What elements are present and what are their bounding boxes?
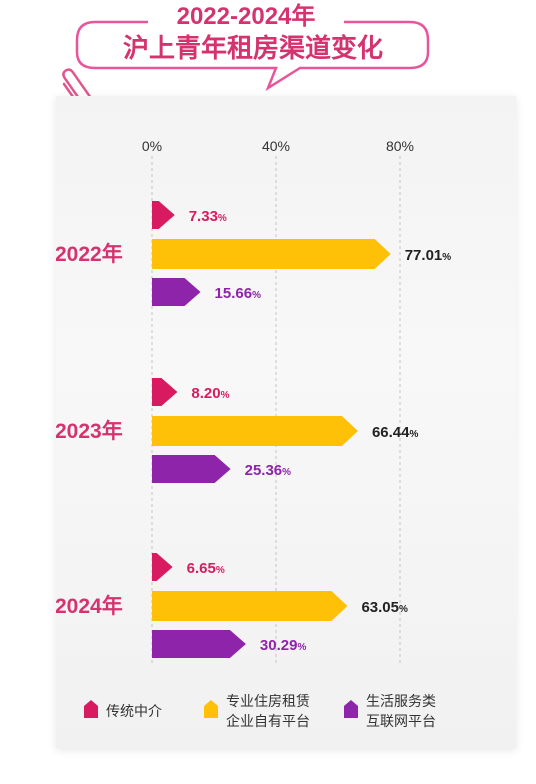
- data-label: 7.33%: [189, 208, 227, 225]
- bar: [152, 278, 201, 306]
- data-label-unit: %: [399, 604, 408, 615]
- data-label: 63.05%: [361, 599, 408, 616]
- data-label: 30.29%: [260, 637, 307, 654]
- chart: 0% 40% 80% 2022年 7.33% 77.01% 15.66% 2023年 8.20%…: [56, 138, 452, 729]
- category-label: 2023年: [56, 419, 123, 443]
- data-label: 8.20%: [191, 385, 229, 402]
- data-label-unit: %: [442, 252, 451, 263]
- data-label: 6.65%: [187, 560, 225, 577]
- legend-label: 互联网平台: [366, 713, 436, 729]
- legend-marker-icon: [84, 700, 98, 718]
- data-label-unit: %: [252, 290, 261, 301]
- title-line2: 沪上青年租房渠道变化: [123, 33, 383, 63]
- data-label: 77.01%: [405, 247, 452, 264]
- data-label-unit: %: [221, 390, 230, 401]
- bar: [152, 553, 173, 581]
- data-label-unit: %: [410, 429, 419, 440]
- data-label: 25.36%: [245, 462, 292, 479]
- data-label-unit: %: [282, 467, 291, 478]
- legend-marker-icon: [344, 700, 358, 718]
- bar: [152, 591, 348, 621]
- legend-label: 企业自有平台: [226, 713, 310, 729]
- category-label: 2024年: [56, 594, 123, 618]
- data-label-unit: %: [218, 213, 227, 224]
- category-label: 2022年: [56, 242, 123, 266]
- bar: [152, 455, 231, 483]
- x-tick-label: 0%: [142, 138, 162, 154]
- title-line1: 2022-2024年: [177, 2, 316, 30]
- legend-marker-icon: [204, 700, 218, 718]
- x-tick-label: 80%: [386, 138, 414, 154]
- chart-paper: 0% 40% 80% 2022年 7.33% 77.01% 15.66% 2023年 8.20%…: [56, 96, 516, 748]
- data-label: 15.66%: [215, 285, 262, 302]
- bar: [152, 378, 178, 406]
- bar: [152, 201, 175, 229]
- x-tick-label: 40%: [262, 138, 290, 154]
- data-label-unit: %: [216, 565, 225, 576]
- data-label-unit: %: [297, 642, 306, 653]
- bar: [152, 416, 358, 446]
- title-bubble: [75, 20, 430, 92]
- bar: [152, 630, 246, 658]
- legend-label: 传统中介: [106, 703, 162, 719]
- legend-label: 生活服务类: [366, 693, 436, 709]
- title-line1-bg: [148, 2, 344, 28]
- bar: [152, 239, 391, 269]
- legend-label: 专业住房租赁: [226, 693, 310, 709]
- data-label: 66.44%: [372, 424, 419, 441]
- paperclip-icon: [62, 68, 94, 96]
- header: 2022-2024年 沪上青年租房渠道变化: [62, 2, 430, 96]
